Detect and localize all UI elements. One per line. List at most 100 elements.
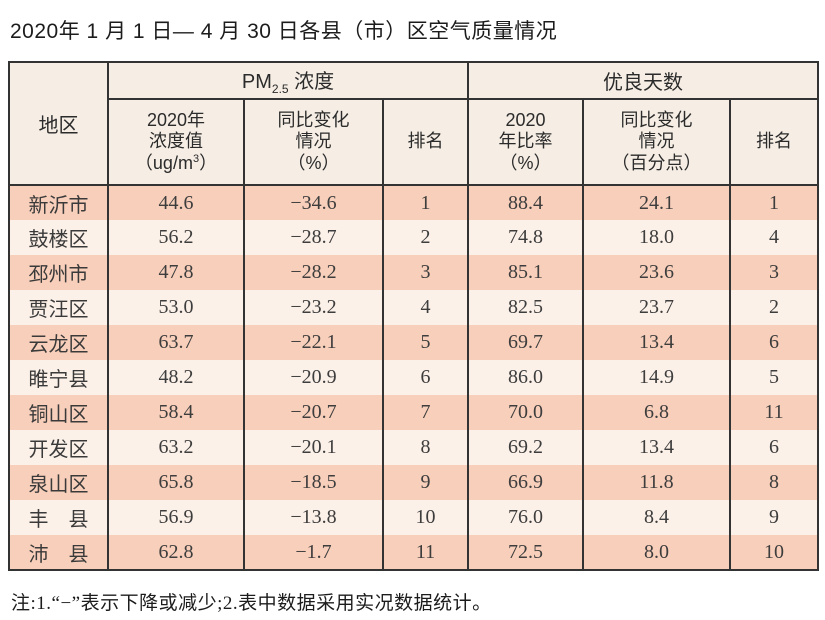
pm-change-header-line2: 情况 <box>295 131 332 152</box>
good-change-cell: 11.8 <box>582 465 731 500</box>
unit-close: ） <box>199 152 218 173</box>
pm-rank-cell: 9 <box>381 465 469 500</box>
table-row: 铜山区 58.4 −20.7 7 70.0 6.8 11 <box>8 395 819 430</box>
good-change-cell: 23.6 <box>582 255 731 290</box>
region-cell: 泉山区 <box>8 465 108 500</box>
unit-superscript: 3 <box>192 152 200 165</box>
pm-rank-cell: 11 <box>381 535 469 570</box>
pm-value-header-unit: （ug/m3） <box>110 152 243 175</box>
footnote: 注:1.“−”表示下降或减少;2.表中数据采用实况数据统计。 <box>11 593 492 614</box>
good-rank-column-header: 排名 <box>729 99 819 186</box>
region-cell: 丰 县 <box>8 500 108 535</box>
unit-open: （ug/m <box>134 152 193 173</box>
pm-value-cell: 56.9 <box>107 500 244 535</box>
pm-change-cell: −20.9 <box>243 360 383 395</box>
pm-change-cell: −23.2 <box>243 290 383 325</box>
region-cell: 贾汪区 <box>8 290 108 325</box>
good-rate-cell: 85.1 <box>467 255 584 290</box>
good-days-group-header: 优良天数 <box>467 62 819 100</box>
good-change-cell: 8.4 <box>582 500 731 535</box>
table-row: 邳州市 47.8 −28.2 3 85.1 23.6 3 <box>8 255 819 290</box>
pm-subscript: 2.5 <box>271 82 289 96</box>
good-change-header-line1: 同比变化 <box>620 109 693 130</box>
pm-change-cell: −28.2 <box>243 255 383 290</box>
good-rank-cell: 1 <box>729 185 819 220</box>
good-change-cell: 14.9 <box>582 360 731 395</box>
good-change-header-line2: 情况 <box>638 131 675 152</box>
pm25-group-header: PM2.5 浓度 <box>106 62 469 100</box>
good-rate-cell: 76.0 <box>467 500 584 535</box>
pm-rank-cell: 4 <box>381 290 469 325</box>
table-row: 鼓楼区 56.2 −28.7 2 74.8 18.0 4 <box>8 220 819 255</box>
good-rank-cell: 8 <box>729 465 819 500</box>
pm-value-cell: 63.2 <box>107 430 244 465</box>
good-rank-cell: 3 <box>729 255 819 290</box>
good-rate-header-line2: 年比率 <box>498 131 553 152</box>
pm-suffix: 浓度 <box>288 71 335 93</box>
pm-value-header-line2: 浓度值 <box>149 131 203 152</box>
region-cell: 睢宁县 <box>8 360 108 395</box>
pm-value-cell: 53.0 <box>107 290 244 325</box>
table-row: 开发区 63.2 −20.1 8 69.2 13.4 6 <box>8 430 819 465</box>
table-row: 新沂市 44.6 −34.6 1 88.4 24.1 1 <box>8 185 819 220</box>
group-header-row: 地区 PM2.5 浓度 优良天数 <box>8 62 819 186</box>
good-change-cell: 6.8 <box>582 395 731 430</box>
good-rank-cell: 6 <box>729 325 819 360</box>
pm-change-cell: −28.7 <box>243 220 383 255</box>
region-cell: 鼓楼区 <box>8 220 108 255</box>
good-rate-cell: 86.0 <box>467 360 584 395</box>
pm-change-cell: −34.6 <box>243 185 383 220</box>
good-rate-cell: 70.0 <box>467 395 584 430</box>
pm-change-header-line1: 同比变化 <box>277 109 350 130</box>
pm-value-cell: 48.2 <box>107 360 244 395</box>
good-rank-cell: 5 <box>729 360 819 395</box>
good-change-cell: 13.4 <box>582 325 731 360</box>
good-rank-cell: 9 <box>729 500 819 535</box>
table-row: 丰 县 56.9 −13.8 10 76.0 8.4 9 <box>8 500 819 535</box>
pm-label: PM <box>241 71 272 93</box>
region-cell: 新沂市 <box>8 185 108 220</box>
pm-value-cell: 62.8 <box>107 535 244 570</box>
good-rate-cell: 66.9 <box>467 465 584 500</box>
good-rank-cell: 4 <box>729 220 819 255</box>
air-quality-table: 地区 PM2.5 浓度 优良天数 2020年 浓度值 （ug/m3） 同比变化 … <box>8 61 820 571</box>
page-title: 2020年 1 月 1 日— 4 月 30 日各县（市）区空气质量情况 <box>10 20 558 43</box>
table-row: 睢宁县 48.2 −20.9 6 86.0 14.9 5 <box>8 360 819 395</box>
good-rank-cell: 11 <box>729 395 819 430</box>
table-row: 沛 县 62.8 −1.7 11 72.5 8.0 10 <box>8 535 819 570</box>
pm-change-cell: −20.1 <box>243 430 383 465</box>
pm-value-cell: 47.8 <box>107 255 244 290</box>
pm-change-column-header: 同比变化 情况 （%） <box>243 99 383 186</box>
pm-change-cell: −13.8 <box>243 500 383 535</box>
good-rate-header-line1: 2020 <box>505 109 546 130</box>
good-change-cell: 18.0 <box>582 220 731 255</box>
pm-change-header-line3: （%） <box>287 152 340 173</box>
good-rate-column-header: 2020 年比率 （%） <box>467 99 584 186</box>
pm-change-cell: −20.7 <box>243 395 383 430</box>
good-rate-cell: 72.5 <box>467 535 584 570</box>
good-rate-cell: 69.7 <box>467 325 584 360</box>
good-change-column-header: 同比变化 情况 （百分点） <box>582 99 731 186</box>
pm-rank-column-header: 排名 <box>381 99 469 186</box>
good-change-header-line3: （百分点） <box>611 152 702 173</box>
table-row: 云龙区 63.7 −22.1 5 69.7 13.4 6 <box>8 325 819 360</box>
region-cell: 开发区 <box>8 430 108 465</box>
region-cell: 铜山区 <box>8 395 108 430</box>
pm-change-cell: −22.1 <box>243 325 383 360</box>
good-rate-cell: 69.2 <box>467 430 584 465</box>
good-rank-cell: 6 <box>729 430 819 465</box>
column-header-row: 2020年 浓度值 （ug/m3） 同比变化 情况 （%） 排名 2020 年比… <box>9 99 819 186</box>
good-rank-cell: 2 <box>729 290 819 325</box>
good-change-cell: 8.0 <box>582 535 731 570</box>
region-cell: 沛 县 <box>8 535 108 570</box>
region-column-header: 地区 <box>8 62 108 186</box>
pm-rank-cell: 6 <box>381 360 469 395</box>
pm-rank-cell: 5 <box>381 325 469 360</box>
good-rate-cell: 88.4 <box>467 185 584 220</box>
good-change-cell: 23.7 <box>582 290 731 325</box>
pm-value-header-line1: 2020年 <box>146 109 206 130</box>
good-change-cell: 13.4 <box>582 430 731 465</box>
pm-value-cell: 65.8 <box>107 465 244 500</box>
good-rank-cell: 10 <box>729 535 819 570</box>
